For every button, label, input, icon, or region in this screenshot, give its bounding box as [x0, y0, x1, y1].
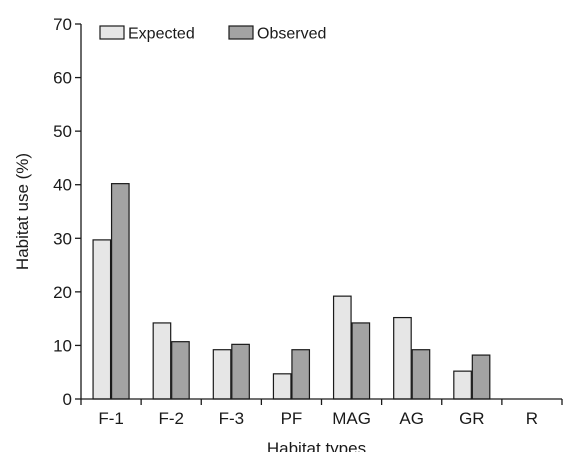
bar-expected-mag [332, 295, 352, 400]
bar-expected-f-1 [92, 239, 112, 400]
bar-expected-gr [453, 370, 472, 400]
bar-expected-f-3 [212, 349, 232, 400]
y-tick-label: 30 [53, 229, 72, 248]
bar-observed-f-1 [110, 183, 130, 400]
x-tick-label: F-3 [219, 409, 245, 428]
legend-label-observed: Observed [257, 26, 326, 43]
legend-label-expected: Expected [128, 26, 195, 43]
bar-expected-ag [393, 316, 412, 400]
x-tick-label: GR [459, 409, 485, 428]
y-tick-label: 40 [53, 176, 72, 195]
y-tick-label: 0 [63, 390, 72, 409]
y-tick-label: 70 [53, 15, 72, 34]
axes-group: 0 10 20 30 40 50 60 70 F-1 F-2 F-3 PF MAG AG GR R [53, 15, 563, 428]
legend: Expected Observed [99, 25, 326, 43]
bar-observed-f-3 [231, 343, 250, 400]
bar-observed-pf [291, 349, 311, 400]
x-tick-label: F-2 [158, 409, 184, 428]
y-tick-label: 20 [53, 283, 72, 302]
legend-swatch-expected [99, 25, 125, 40]
y-tick-label: 60 [53, 69, 72, 88]
bar-observed-ag [411, 349, 431, 400]
bars-group [92, 183, 491, 400]
y-axis-title: Habitat use (%) [13, 153, 32, 270]
bar-observed-mag [351, 322, 371, 400]
bar-observed-f-2 [171, 341, 190, 400]
x-tick-label: F-1 [98, 409, 124, 428]
x-tick-label: R [526, 409, 538, 428]
bar-expected-f-2 [152, 322, 172, 400]
bar-observed-gr [471, 354, 491, 400]
y-tick-label: 50 [53, 122, 72, 141]
x-tick-label: MAG [332, 409, 371, 428]
y-tick-label: 10 [53, 336, 72, 355]
x-tick-label: AG [399, 409, 424, 428]
x-axis-title: Habitat types [267, 439, 366, 452]
x-tick-label: PF [281, 409, 303, 428]
legend-swatch-observed [228, 25, 254, 40]
bar-expected-pf [272, 373, 292, 400]
